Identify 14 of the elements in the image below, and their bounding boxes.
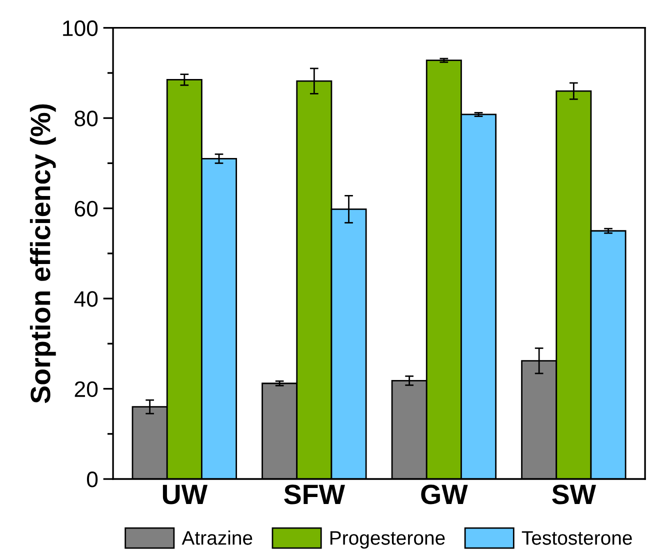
y-tick-label: 80 — [74, 110, 98, 126]
x-tick-label: GW — [421, 484, 468, 504]
x-tick-label: SW — [552, 484, 596, 504]
y-tick-label: 40 — [74, 291, 98, 307]
legend-label: Progesterone — [330, 531, 445, 549]
x-tick-label: UW — [162, 484, 208, 504]
y-tick-label: 20 — [74, 381, 98, 398]
y-tick-label: 100 — [63, 20, 98, 36]
x-tick-label: SFW — [284, 484, 345, 504]
y-tick-label: 0 — [86, 472, 98, 488]
legend-label: Testosterone — [522, 531, 632, 545]
y-axis-title: Sorption efficiency (%) — [30, 104, 56, 404]
legend-label: Atrazine — [182, 530, 252, 545]
y-tick-label: 60 — [74, 200, 98, 217]
